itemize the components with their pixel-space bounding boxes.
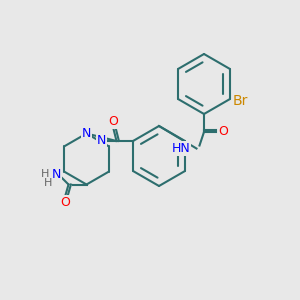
Text: N: N	[82, 127, 91, 140]
Text: O: O	[61, 196, 70, 209]
Text: H: H	[44, 178, 52, 188]
Text: O: O	[219, 125, 228, 139]
Text: O: O	[109, 115, 118, 128]
Text: H: H	[40, 169, 49, 179]
Text: N: N	[97, 134, 106, 148]
Text: HN: HN	[172, 142, 190, 155]
Text: N: N	[52, 167, 61, 181]
Text: Br: Br	[233, 94, 248, 107]
